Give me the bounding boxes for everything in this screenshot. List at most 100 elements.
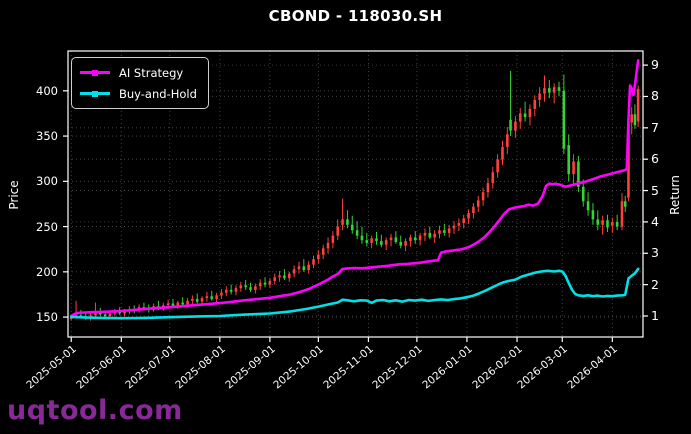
legend-item-ai-strategy: AI Strategy (80, 62, 197, 83)
candle-body (601, 220, 604, 225)
candle-body (302, 266, 306, 271)
ai-strategy-line (69, 59, 640, 318)
candle-body (229, 289, 233, 292)
return-tick-label: 5 (651, 182, 659, 198)
candlestick-series (69, 70, 640, 321)
candle-body (99, 312, 102, 315)
candle-body (476, 200, 480, 207)
candle-body (326, 242, 330, 249)
candle-body (418, 235, 422, 241)
candle-body (509, 119, 512, 131)
candle-body (287, 273, 291, 279)
candle-body (297, 266, 301, 270)
legend: AI Strategy Buy-and-Hold (71, 57, 209, 109)
price-tick-label: 400 (36, 83, 58, 98)
candle-body (404, 241, 407, 246)
return-tick-label: 9 (651, 57, 659, 73)
candle-body (176, 302, 180, 307)
candle-body (567, 145, 571, 175)
candle-body (548, 88, 551, 93)
candle-body (486, 183, 490, 193)
line-series (69, 59, 640, 320)
candle-body (258, 282, 262, 287)
price-tick-label: 350 (36, 129, 58, 144)
return-tick-label: 6 (651, 151, 659, 167)
candle-body (292, 269, 296, 274)
price-tick-label: 200 (36, 264, 58, 279)
candle-body (108, 313, 112, 317)
return-tick-label: 8 (651, 88, 659, 104)
candle-body (572, 161, 575, 175)
candle-body (380, 241, 383, 245)
candle-body (552, 87, 556, 93)
plot-frame (63, 50, 648, 342)
candle-body (360, 235, 364, 241)
candle-body (312, 259, 315, 265)
candle-body (375, 238, 378, 242)
legend-item-buy-and-hold: Buy-and-Hold (80, 83, 197, 104)
candle-body (224, 289, 228, 293)
buy-and-hold-line (69, 267, 640, 320)
chart-title: CBOND - 118030.SH (268, 7, 443, 25)
candle-body (591, 210, 595, 220)
candle-body (615, 222, 619, 227)
right-axis-title: Return (668, 175, 682, 215)
ai-strategy-line-sample (80, 69, 110, 76)
candle-body (278, 275, 281, 278)
candle-body (533, 99, 537, 109)
candle-body (472, 206, 475, 214)
candle-body (514, 121, 517, 131)
candle-body (166, 303, 170, 306)
candle-body (210, 296, 214, 299)
candle-body (234, 288, 238, 292)
candle-body (283, 275, 286, 279)
candle-body (501, 146, 504, 160)
candle-body (195, 298, 199, 302)
candle-body (355, 230, 359, 236)
candle-body (220, 292, 223, 296)
candle-body (79, 315, 83, 317)
candle-body (321, 248, 325, 255)
candle-body (627, 122, 630, 198)
candle-body (307, 264, 310, 271)
candle-body (191, 298, 194, 301)
return-tick-label: 7 (651, 119, 659, 135)
candle-body (467, 213, 470, 219)
candle-body (370, 238, 373, 243)
candle-body (350, 224, 354, 231)
return-tick-label: 4 (651, 213, 659, 229)
candle-body (365, 240, 369, 243)
candle-body (506, 134, 509, 147)
candle-body (462, 218, 466, 223)
candle-body (538, 93, 541, 100)
candle-body (273, 277, 277, 281)
candle-body (239, 285, 243, 289)
plot-border (67, 50, 644, 338)
legend-label: Buy-and-Hold (119, 86, 197, 101)
candle-body (409, 237, 412, 242)
watermark: uqtool.com (7, 395, 183, 426)
candle-body (103, 314, 107, 317)
return-tick-label: 2 (651, 276, 659, 292)
candle-body (586, 201, 590, 211)
candle-body (636, 89, 640, 122)
candle-body (389, 237, 393, 241)
candle-body (181, 302, 184, 305)
candle-body (331, 235, 335, 243)
candle-body (423, 232, 427, 236)
candle-body (394, 237, 398, 242)
candle-body (443, 230, 446, 233)
candle-body (336, 226, 340, 236)
candle-body (581, 186, 585, 202)
candle-body (94, 312, 97, 316)
candle-body (633, 114, 637, 126)
candle-body (346, 219, 349, 225)
candle-body (496, 159, 499, 173)
candle-body (518, 113, 522, 122)
candle-body (268, 280, 272, 285)
candle-body (215, 295, 218, 299)
price-tick-label: 150 (36, 310, 58, 325)
candle-body (577, 161, 580, 187)
